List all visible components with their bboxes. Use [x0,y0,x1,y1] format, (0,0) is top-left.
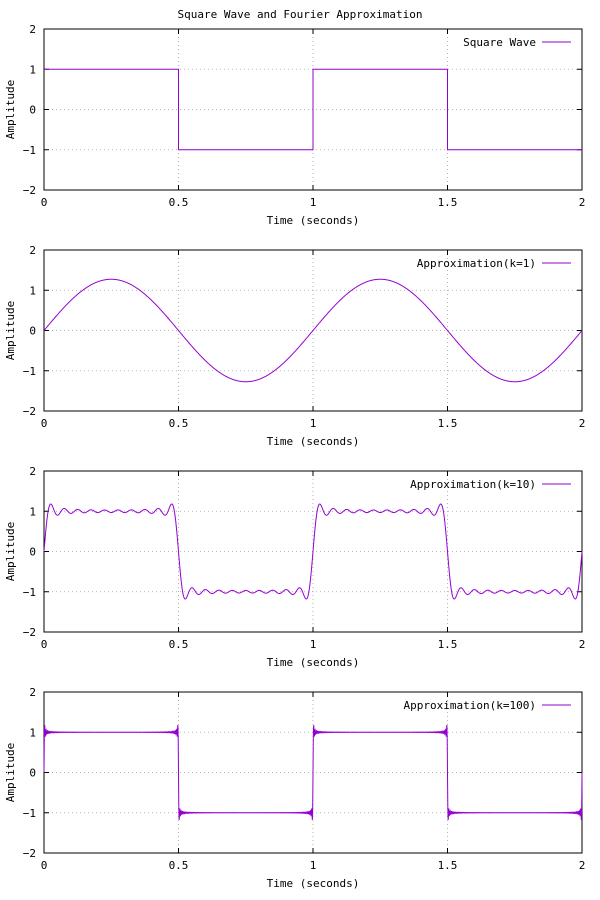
x-tick-label: 0 [41,196,48,209]
y-tick-label: 2 [29,686,36,699]
x-tick-label: 0 [41,859,48,872]
y-axis-label: Amplitude [4,743,17,803]
x-tick-label: 1.5 [438,638,458,651]
y-tick-label: 1 [29,505,36,518]
y-tick-label: −1 [23,586,36,599]
y-tick-label: 2 [29,465,36,478]
legend-label: Approximation(k=1) [417,257,536,270]
series-line [43,278,583,383]
y-tick-label: 2 [29,244,36,257]
x-tick-label: 0 [41,417,48,430]
series-line [43,725,583,820]
y-tick-label: −2 [23,847,36,860]
y-tick-label: 1 [29,284,36,297]
x-tick-label: 1 [310,196,317,209]
x-tick-label: 2 [579,859,586,872]
x-axis-label: Time (seconds) [267,214,360,227]
y-tick-label: 0 [29,325,36,338]
x-tick-label: 0.5 [169,638,189,651]
x-tick-label: 2 [579,196,586,209]
y-tick-label: 0 [29,546,36,559]
y-tick-label: −1 [23,365,36,378]
x-tick-label: 1 [310,638,317,651]
chart-panel-4: −2 −1 0 1 2 0 0.5 1 1.5 2 Time (seconds) Amplitude A… [4,686,585,890]
series-line [43,503,583,600]
x-tick-label: 2 [579,417,586,430]
y-tick-label: 1 [29,726,36,739]
panels: −2 −1 0 1 2 0 0.5 1 1.5 2 Time (seconds) Amplitude S… [4,23,585,890]
y-axis-label: Amplitude [4,522,17,582]
x-axis-label: Time (seconds) [267,435,360,448]
figure-title: Square Wave and Fourier Approximation [177,8,422,21]
chart-panel-3: −2 −1 0 1 2 0 0.5 1 1.5 2 Time (seconds) Amplitude A… [4,465,585,669]
x-tick-label: 1.5 [438,859,458,872]
x-tick-label: 1.5 [438,196,458,209]
y-axis-label: Amplitude [4,80,17,140]
y-tick-label: −1 [23,144,36,157]
x-tick-label: 1 [310,859,317,872]
chart-panel-2: −2 −1 0 1 2 0 0.5 1 1.5 2 Time (seconds) Amplitude A… [4,244,585,448]
y-tick-label: 0 [29,104,36,117]
y-tick-label: −2 [23,405,36,418]
y-tick-label: −2 [23,184,36,197]
x-tick-label: 2 [579,638,586,651]
x-tick-label: 0.5 [169,196,189,209]
x-tick-label: 1.5 [438,417,458,430]
x-tick-label: 0 [41,638,48,651]
x-axis-label: Time (seconds) [267,877,360,890]
y-tick-label: 2 [29,23,36,36]
legend-label: Approximation(k=10) [410,478,536,491]
series-line [44,68,582,151]
y-tick-label: −1 [23,807,36,820]
x-tick-label: 1 [310,417,317,430]
y-tick-label: −2 [23,626,36,639]
y-axis-label: Amplitude [4,301,17,361]
x-tick-label: 0.5 [169,417,189,430]
y-tick-label: 1 [29,63,36,76]
legend-label: Square Wave [463,36,536,49]
legend-label: Approximation(k=100) [404,699,536,712]
x-tick-label: 0.5 [169,859,189,872]
x-axis-label: Time (seconds) [267,656,360,669]
y-tick-label: 0 [29,767,36,780]
chart-panel-1: −2 −1 0 1 2 0 0.5 1 1.5 2 Time (seconds) Amplitude S… [4,23,585,227]
